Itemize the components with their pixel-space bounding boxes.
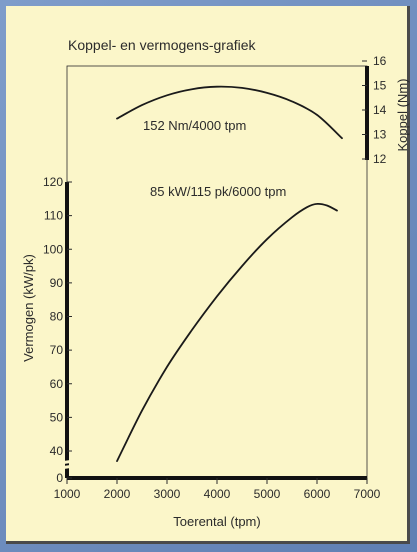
power-tick-label: 40 xyxy=(50,444,64,458)
power-tick-label: 70 xyxy=(50,343,64,357)
torque-tick-label: 14 xyxy=(373,103,387,117)
x-tick-label: 6000 xyxy=(304,487,331,501)
x-axis-label: Toerental (tpm) xyxy=(173,514,260,529)
power-tick-label: 110 xyxy=(44,209,63,223)
power-tick-label: 60 xyxy=(50,377,64,391)
power-curve xyxy=(116,202,338,462)
axis-break xyxy=(59,459,75,470)
power-tick-label: 50 xyxy=(50,410,64,424)
power-tick-label: 100 xyxy=(43,242,63,256)
torque-tick-label: 16 xyxy=(373,54,387,68)
power-tick-label: 90 xyxy=(50,276,64,290)
chart-panel xyxy=(6,6,410,544)
power-tick-label: 80 xyxy=(50,310,64,324)
x-tick-label: 5000 xyxy=(254,487,281,501)
torque-tick-label: 15 xyxy=(373,79,387,93)
x-tick-label: 2000 xyxy=(104,487,131,501)
torque-annotation: 152 Nm/4000 tpm xyxy=(143,118,246,133)
x-tick-label: 1000 xyxy=(54,487,81,501)
power-annotation: 85 kW/115 pk/6000 tpm xyxy=(150,184,286,199)
torque-axis-label: Koppel (Nm) xyxy=(395,79,410,152)
x-tick-label: 7000 xyxy=(354,487,381,501)
torque-tick-label: 13 xyxy=(373,128,387,142)
chart-title: Koppel- en vermogens-grafiek xyxy=(68,37,257,53)
torque-curve xyxy=(116,85,343,140)
x-tick-label: 3000 xyxy=(154,487,181,501)
torque-tick-label: 12 xyxy=(373,152,387,166)
power-tick-label: 0 xyxy=(56,471,63,485)
power-tick-label: 120 xyxy=(43,175,63,189)
power-axis-label: Vermogen (kW/pk) xyxy=(21,254,36,362)
x-tick-label: 4000 xyxy=(204,487,231,501)
